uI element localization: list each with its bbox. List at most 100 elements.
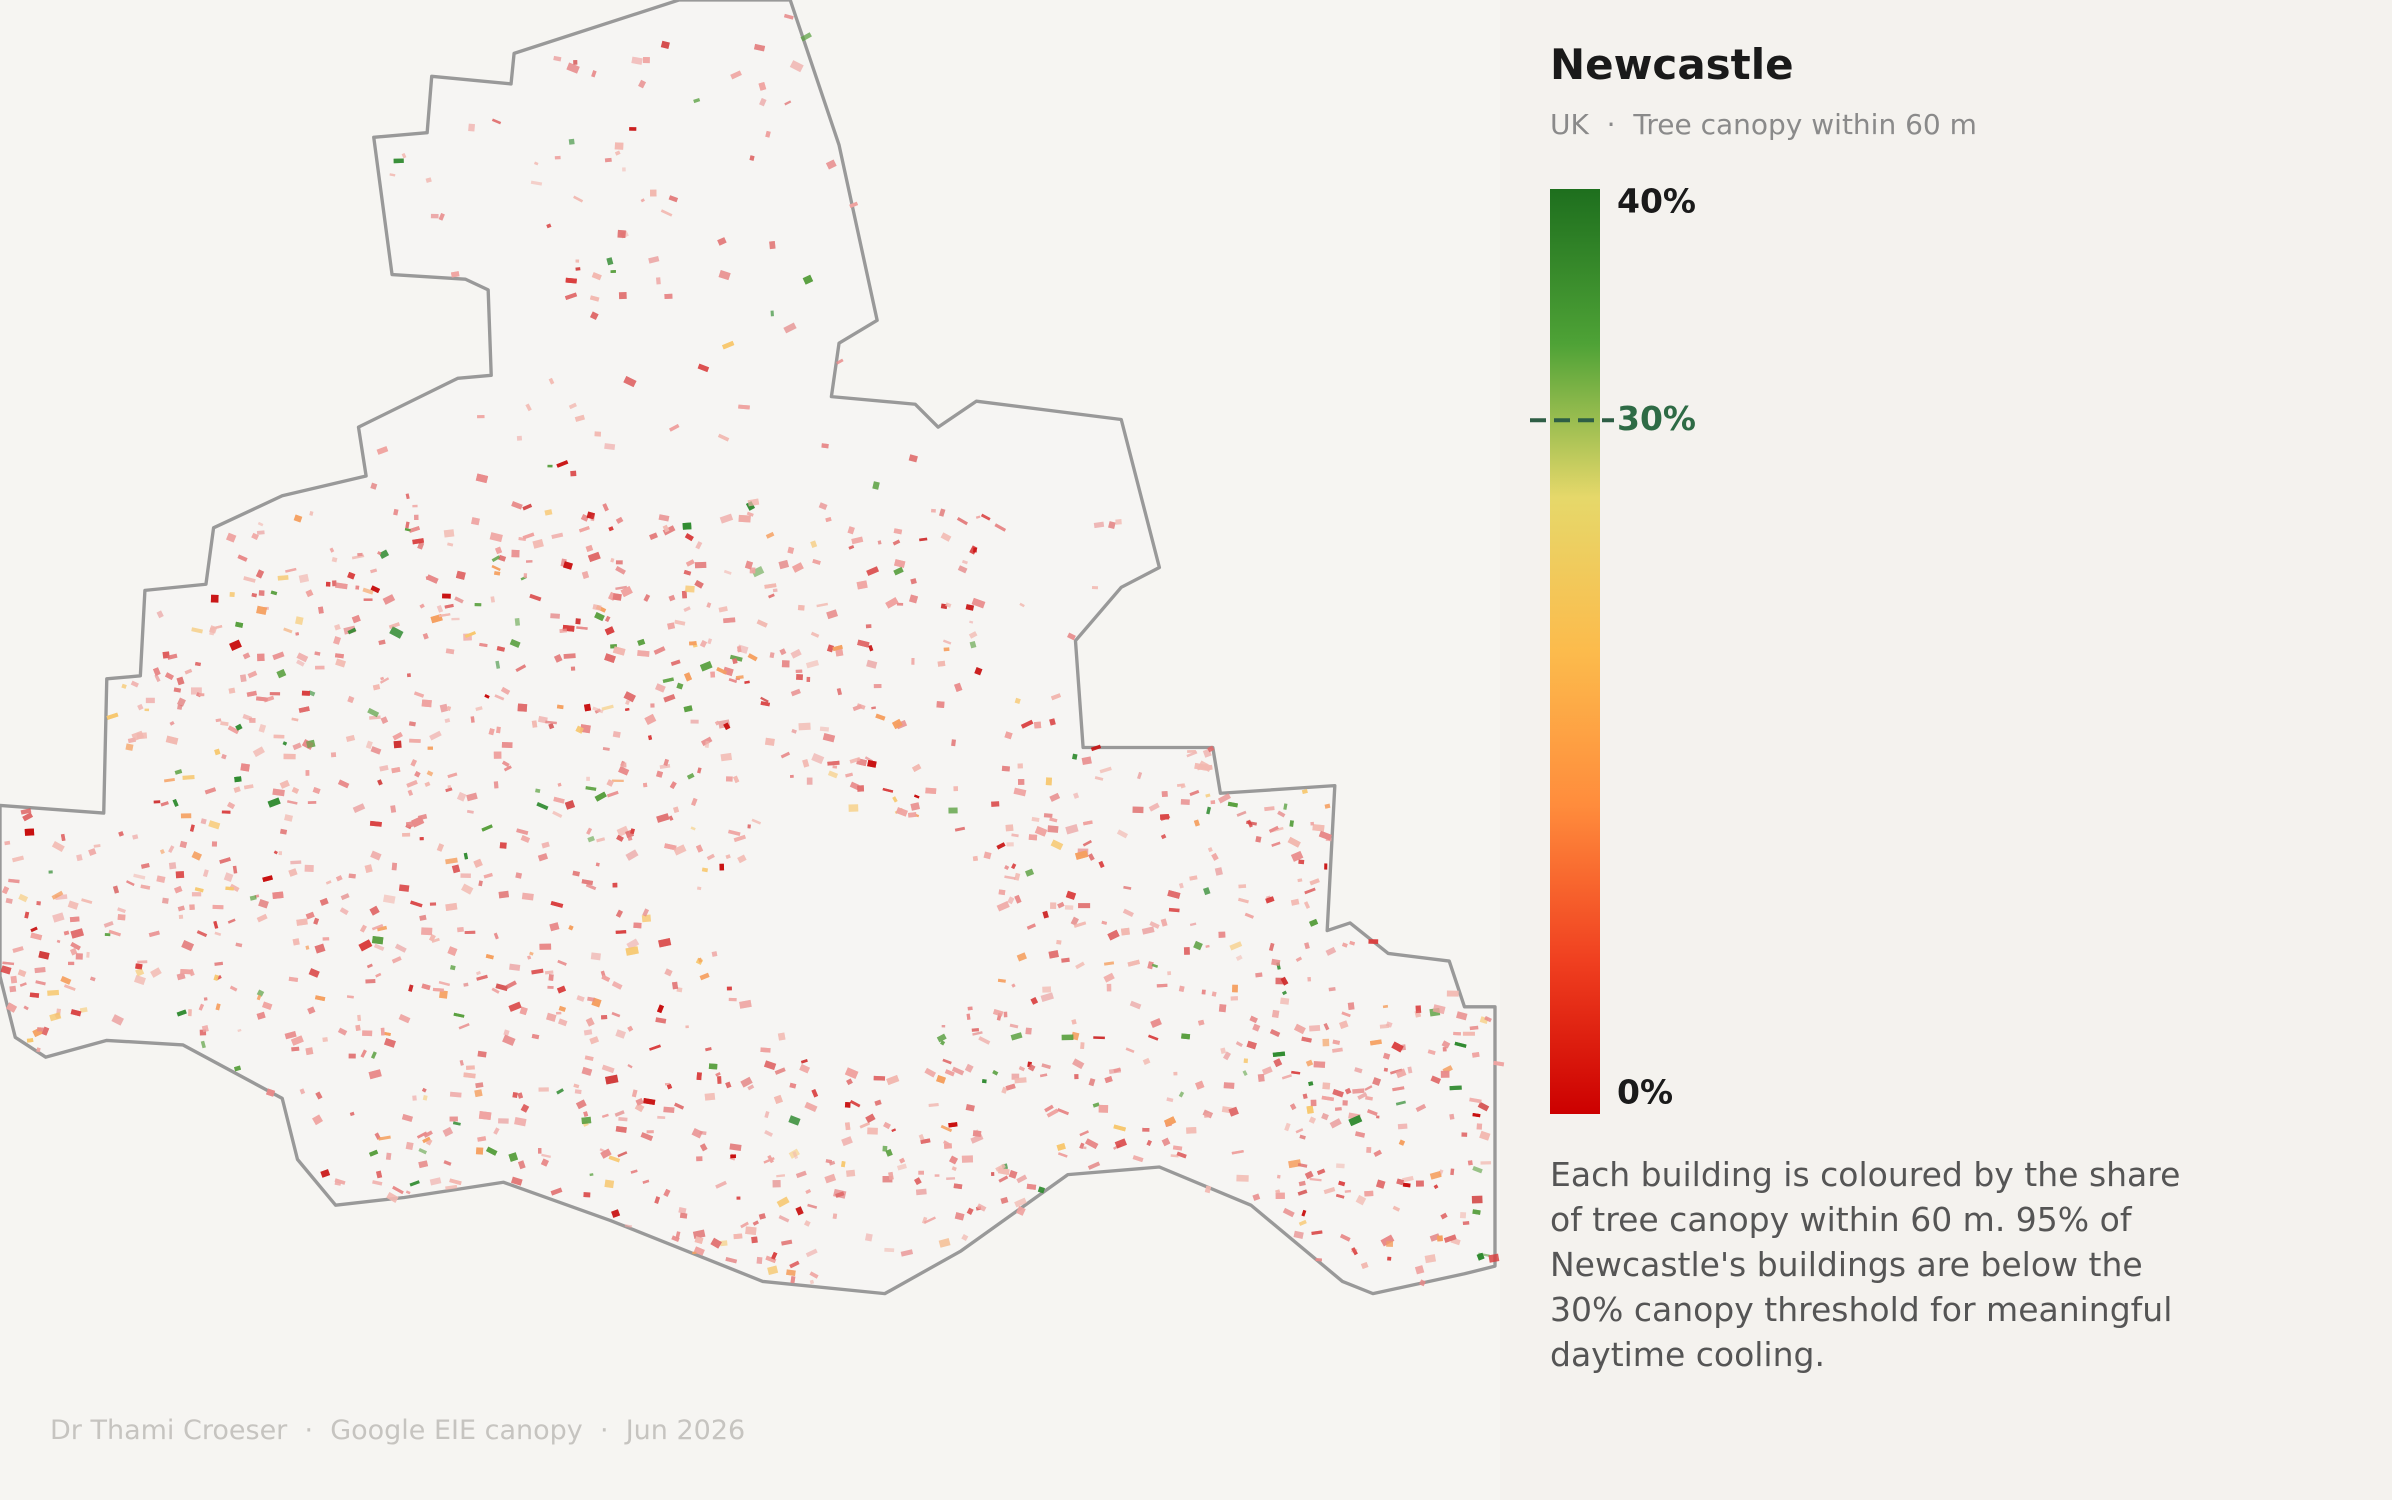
building bbox=[849, 756, 861, 764]
building bbox=[836, 687, 843, 696]
building bbox=[1467, 1160, 1473, 1166]
building bbox=[669, 781, 677, 790]
building bbox=[519, 1006, 528, 1016]
building bbox=[1146, 1139, 1152, 1146]
building bbox=[668, 815, 674, 821]
building bbox=[425, 1138, 433, 1146]
building bbox=[553, 55, 562, 62]
building bbox=[298, 573, 310, 584]
building bbox=[530, 180, 543, 186]
building bbox=[1310, 821, 1314, 826]
building bbox=[572, 870, 580, 877]
building bbox=[1324, 863, 1328, 870]
building bbox=[684, 672, 693, 682]
building bbox=[749, 155, 755, 161]
building bbox=[495, 983, 509, 992]
building bbox=[1204, 764, 1213, 771]
building bbox=[313, 917, 320, 925]
building bbox=[200, 1040, 206, 1049]
building bbox=[756, 1256, 763, 1265]
building bbox=[624, 707, 630, 712]
building bbox=[1382, 1052, 1391, 1060]
building bbox=[1016, 1206, 1026, 1216]
building bbox=[660, 209, 673, 217]
building bbox=[591, 70, 597, 78]
building bbox=[1354, 1067, 1363, 1074]
building bbox=[527, 955, 532, 960]
building bbox=[778, 559, 790, 570]
building bbox=[1161, 1137, 1171, 1147]
building bbox=[1016, 1174, 1028, 1184]
building bbox=[70, 947, 78, 956]
building bbox=[372, 684, 381, 691]
building bbox=[394, 943, 407, 953]
building bbox=[190, 687, 202, 695]
building bbox=[409, 1180, 420, 1187]
building bbox=[783, 322, 797, 334]
building bbox=[1479, 1130, 1491, 1141]
building bbox=[1357, 1092, 1368, 1100]
building bbox=[1238, 884, 1247, 889]
building bbox=[910, 578, 917, 585]
building bbox=[1082, 839, 1092, 847]
building bbox=[765, 531, 775, 539]
building bbox=[371, 923, 384, 931]
building bbox=[38, 950, 50, 960]
building bbox=[360, 1049, 367, 1058]
building bbox=[1161, 791, 1168, 798]
building bbox=[1003, 1011, 1008, 1018]
building bbox=[1050, 902, 1057, 909]
building bbox=[849, 781, 860, 791]
building bbox=[663, 1188, 671, 1197]
building bbox=[1020, 719, 1034, 729]
building bbox=[573, 1083, 580, 1089]
building bbox=[1246, 1040, 1257, 1050]
building bbox=[262, 875, 273, 883]
building bbox=[832, 765, 838, 769]
building bbox=[508, 1001, 522, 1012]
building bbox=[484, 694, 490, 699]
building bbox=[767, 1265, 779, 1275]
building bbox=[201, 1025, 209, 1033]
building bbox=[516, 435, 523, 441]
building bbox=[1249, 1015, 1258, 1024]
building bbox=[1341, 942, 1348, 948]
building bbox=[995, 1163, 1006, 1172]
building bbox=[198, 693, 205, 697]
building bbox=[673, 844, 687, 856]
building bbox=[744, 680, 750, 684]
building bbox=[445, 787, 453, 793]
building bbox=[668, 195, 679, 203]
building bbox=[1364, 1190, 1374, 1197]
building bbox=[557, 782, 562, 787]
building bbox=[370, 568, 378, 574]
building bbox=[914, 1177, 922, 1186]
building bbox=[954, 826, 966, 832]
building bbox=[1075, 850, 1089, 860]
building bbox=[378, 639, 386, 646]
building bbox=[1001, 1086, 1008, 1094]
building bbox=[488, 728, 495, 736]
building bbox=[594, 791, 607, 802]
legend-tick-label: 40% bbox=[1617, 182, 1696, 221]
building bbox=[413, 691, 425, 698]
building bbox=[173, 687, 182, 693]
building bbox=[111, 1014, 124, 1026]
building bbox=[1471, 1195, 1483, 1204]
building bbox=[685, 1025, 689, 1029]
building bbox=[226, 532, 237, 543]
building bbox=[747, 498, 760, 507]
building bbox=[733, 834, 747, 843]
building bbox=[1334, 1107, 1342, 1111]
building bbox=[466, 809, 474, 814]
building bbox=[290, 1035, 304, 1046]
building bbox=[568, 402, 577, 410]
building bbox=[422, 632, 429, 640]
building bbox=[1189, 789, 1200, 797]
building bbox=[583, 1192, 591, 1198]
building bbox=[800, 1059, 808, 1064]
building bbox=[385, 1152, 392, 1161]
building bbox=[256, 913, 268, 923]
building bbox=[474, 603, 482, 607]
building bbox=[668, 594, 676, 602]
